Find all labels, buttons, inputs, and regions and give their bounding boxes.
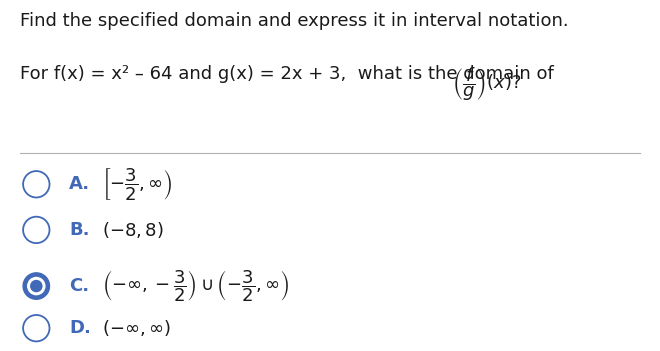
Text: $\left(-\infty,-\dfrac{3}{2}\right)\cup\left(-\dfrac{3}{2},\infty\right)$: $\left(-\infty,-\dfrac{3}{2}\right)\cup\…: [102, 268, 290, 304]
Text: $\left[-\dfrac{3}{2},\infty\right)$: $\left[-\dfrac{3}{2},\infty\right)$: [102, 166, 173, 202]
Text: For f(x) = x² – 64 and g(x) = 2x + 3,  what is the domain of: For f(x) = x² – 64 and g(x) = 2x + 3, wh…: [20, 65, 559, 83]
Text: D.: D.: [69, 319, 91, 337]
Text: B.: B.: [69, 221, 90, 239]
Ellipse shape: [28, 278, 45, 294]
Text: C.: C.: [69, 277, 89, 295]
Ellipse shape: [23, 273, 50, 299]
Text: $\left(\dfrac{f}{g}\right)(x)$?: $\left(\dfrac{f}{g}\right)(x)$?: [452, 65, 521, 102]
Text: A.: A.: [69, 175, 90, 193]
Text: $(-\infty,\infty)$: $(-\infty,\infty)$: [102, 318, 171, 338]
Ellipse shape: [31, 280, 42, 292]
Text: $(-8,8)$: $(-8,8)$: [102, 220, 164, 240]
Text: Find the specified domain and express it in interval notation.: Find the specified domain and express it…: [20, 12, 568, 30]
